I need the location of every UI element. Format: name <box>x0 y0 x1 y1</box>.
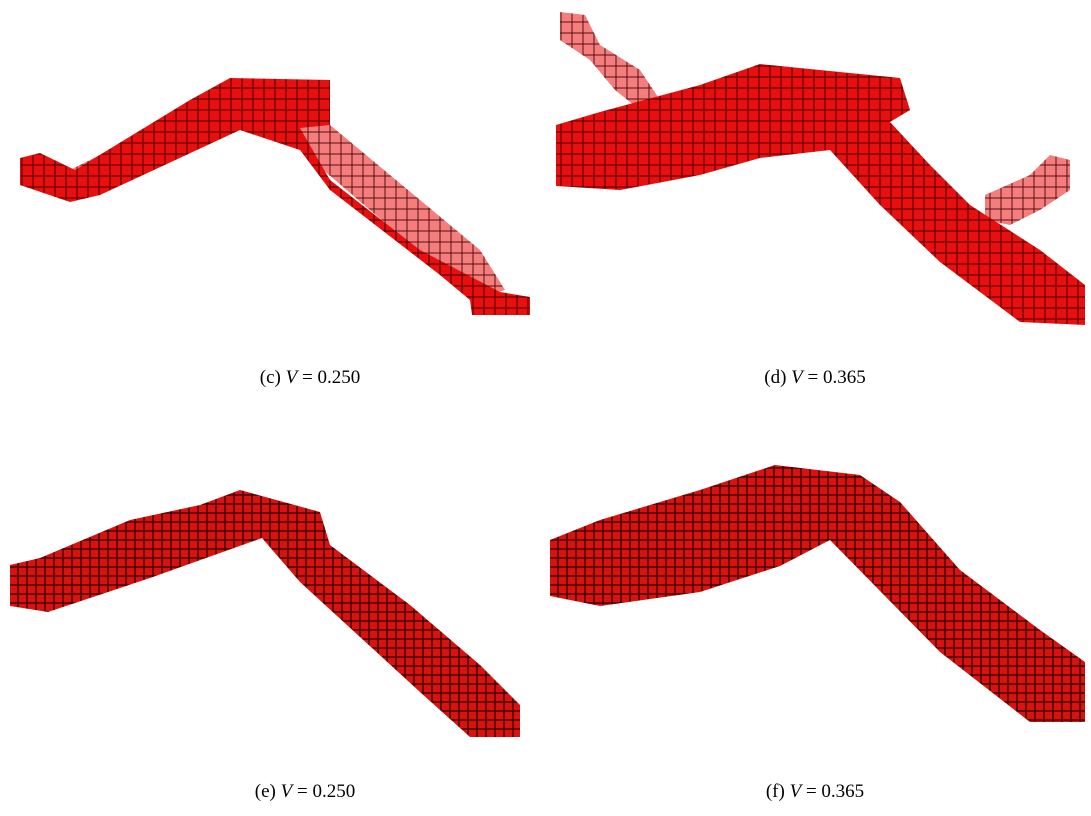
panel-d-voxels <box>556 12 1085 325</box>
figure: (c) V = 0.250 (d) V = 0.365 (e) V = 0.25… <box>0 0 1091 816</box>
voxel-shade <box>560 12 660 110</box>
caption-value: = 0.365 <box>806 781 864 802</box>
caption-value: = 0.250 <box>297 781 355 802</box>
voxel-shade <box>985 155 1070 225</box>
panel-f-voxels <box>550 465 1085 722</box>
caption: (d) V = 0.365 <box>764 367 865 388</box>
voxel-body <box>20 78 530 315</box>
caption-variable: V <box>791 367 805 388</box>
caption: (c) V = 0.250 <box>260 367 360 388</box>
caption-variable: V <box>281 781 295 802</box>
caption-label: (c) <box>260 367 281 388</box>
caption-label: (e) <box>255 781 276 802</box>
caption-label: (d) <box>764 367 786 388</box>
caption: (f) V = 0.365 <box>766 781 864 802</box>
voxel-body <box>10 490 520 737</box>
panel-e-voxels <box>10 490 520 737</box>
caption-variable: V <box>286 367 300 388</box>
caption-value: = 0.250 <box>302 367 360 388</box>
panel-c-voxels <box>20 78 530 315</box>
caption-value: = 0.365 <box>808 367 866 388</box>
voxel-body <box>550 465 1085 722</box>
caption: (e) V = 0.250 <box>255 781 355 802</box>
caption-label: (f) <box>766 781 785 802</box>
caption-variable: V <box>790 781 804 802</box>
